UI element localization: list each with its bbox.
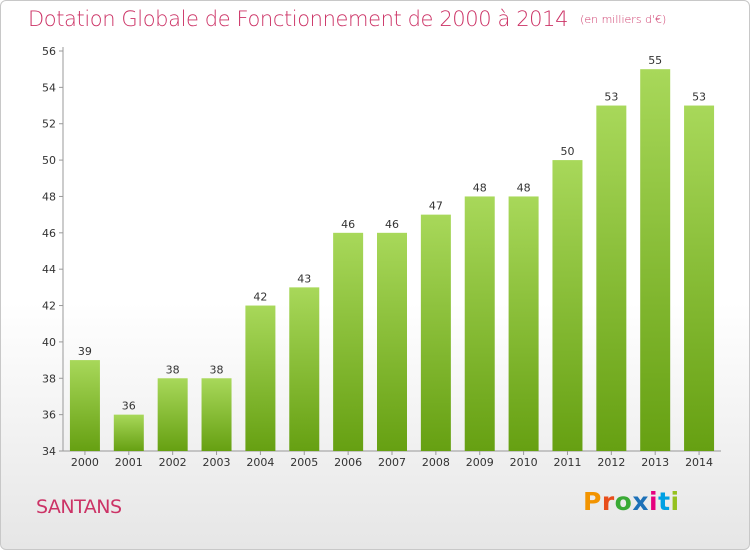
x-tick-label: 2008 xyxy=(422,456,450,469)
y-tick-label: 52 xyxy=(42,118,56,131)
x-tick-label: 2012 xyxy=(597,456,625,469)
bar xyxy=(420,214,451,451)
y-tick-label: 38 xyxy=(42,372,56,385)
y-tick-label: 50 xyxy=(42,154,56,167)
brand-letter: o xyxy=(614,487,633,516)
x-tick-label: 2003 xyxy=(203,456,231,469)
chart-title: Dotation Globale de Fonctionnement de 20… xyxy=(28,7,666,31)
brand-letter: x xyxy=(632,487,649,516)
title-text: Dotation Globale de Fonctionnement de 20… xyxy=(28,7,569,31)
bars: 39 36 38 38 42 43 46 46 47 48 48 50 53 55 53 xyxy=(69,54,715,451)
y-tick-label: 40 xyxy=(42,336,56,349)
bar-value-label: 53 xyxy=(692,91,706,104)
bar-value-label: 36 xyxy=(122,400,136,413)
x-tick-label: 2006 xyxy=(334,456,362,469)
x-tick-label: 2004 xyxy=(246,456,274,469)
bar-value-label: 38 xyxy=(210,363,224,376)
bar-value-label: 55 xyxy=(648,54,662,67)
bar-value-label: 38 xyxy=(166,363,180,376)
bar xyxy=(201,378,232,451)
brand-letter: i xyxy=(670,487,680,516)
bar xyxy=(69,360,100,451)
brand-letter: t xyxy=(658,487,671,516)
bar xyxy=(552,160,583,451)
x-tick-label: 2000 xyxy=(71,456,99,469)
bar xyxy=(333,232,364,451)
x-tick-label: 2010 xyxy=(510,456,538,469)
bar-value-label: 39 xyxy=(78,345,92,358)
bar-value-label: 48 xyxy=(473,181,487,194)
bar xyxy=(113,414,144,451)
bar-value-label: 46 xyxy=(341,218,355,231)
x-tick-label: 2002 xyxy=(159,456,187,469)
bar xyxy=(157,378,188,451)
brand-letter: P xyxy=(583,487,602,516)
x-axis: 2000 2001 2002 2003 2004 2005 2006 2007 2008 2009… xyxy=(63,450,721,469)
brand-letter: i xyxy=(649,487,659,516)
bar-value-label: 42 xyxy=(253,291,267,304)
bar xyxy=(596,105,627,451)
x-tick-label: 2011 xyxy=(553,456,581,469)
x-tick-label: 2014 xyxy=(685,456,713,469)
bar-value-label: 48 xyxy=(517,181,531,194)
y-tick-label: 34 xyxy=(42,445,56,458)
x-tick-label: 2013 xyxy=(641,456,669,469)
x-tick-label: 2007 xyxy=(378,456,406,469)
bar-value-label: 53 xyxy=(604,91,618,104)
bar-value-label: 46 xyxy=(385,218,399,231)
bar xyxy=(289,287,320,451)
y-tick-label: 56 xyxy=(42,45,56,58)
bar xyxy=(377,232,407,451)
bar xyxy=(464,196,495,451)
bar xyxy=(684,105,715,451)
proxiti-logo: Proxiti xyxy=(583,487,680,516)
y-tick-label: 44 xyxy=(42,263,56,276)
x-tick-label: 2009 xyxy=(466,456,494,469)
bar-value-label: 50 xyxy=(560,145,574,158)
y-tick-label: 46 xyxy=(42,227,56,240)
x-tick-label: 2005 xyxy=(290,456,318,469)
y-tick-label: 42 xyxy=(42,300,56,313)
y-tick-label: 54 xyxy=(42,81,56,94)
brand-letter: r xyxy=(601,487,615,516)
bar xyxy=(640,69,671,451)
x-tick-label: 2001 xyxy=(115,456,143,469)
bar xyxy=(245,305,276,451)
bar-value-label: 47 xyxy=(429,200,443,213)
bar-value-label: 43 xyxy=(297,272,311,285)
bar xyxy=(508,196,539,451)
commune-name: SANTANS xyxy=(36,496,122,518)
y-tick-label: 36 xyxy=(42,409,56,422)
y-tick-label: 48 xyxy=(42,190,56,203)
title-unit: (en milliers d'€) xyxy=(580,13,667,26)
y-axis: 34 36 38 40 42 44 46 48 50 52 54 56 xyxy=(42,45,64,458)
